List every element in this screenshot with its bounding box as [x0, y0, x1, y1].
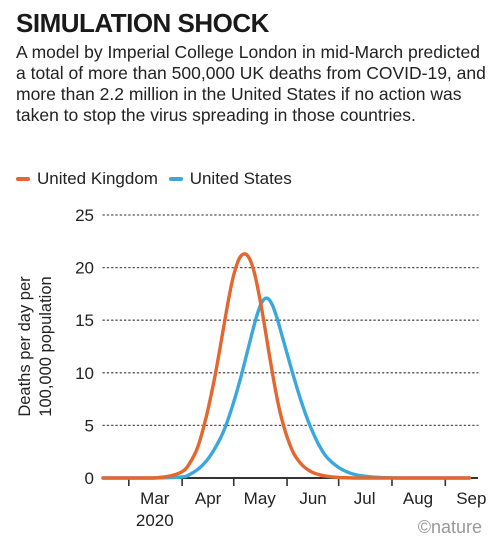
y-tick-label: 10 [75, 364, 94, 383]
legend-item-us: United States [168, 169, 292, 189]
y-tick-label: 15 [75, 311, 94, 330]
y-axis-label: 100,000 population [37, 276, 55, 416]
chart-title: SIMULATION SHOCK [16, 8, 269, 38]
y-tick-label: 0 [85, 469, 94, 488]
nature-credit: ©nature [417, 517, 482, 537]
legend-label-us: United States [189, 169, 292, 188]
x-tick-label: Jul [354, 489, 376, 508]
y-tick-label: 20 [75, 259, 94, 278]
y-tick-label: 5 [85, 416, 94, 435]
legend-swatch-us [168, 177, 183, 181]
legend-item-uk: United Kingdom [16, 169, 158, 189]
x-tick-label: Apr [195, 489, 222, 508]
x-tick-label: May [244, 489, 277, 508]
y-tick-label: 25 [75, 206, 94, 225]
x-tick-label: Aug [403, 489, 433, 508]
x-year-label: 2020 [136, 511, 174, 530]
legend-swatch-uk [16, 177, 30, 181]
x-tick-label: Mar [140, 489, 170, 508]
x-tick-label: Sep [456, 489, 486, 508]
x-tick-label: Jun [299, 489, 326, 508]
series-line-united-states [101, 296, 472, 480]
legend: United Kingdom United States [16, 166, 298, 189]
y-axis-label: Deaths per day per [16, 276, 34, 417]
legend-label-uk: United Kingdom [37, 169, 158, 188]
series-line-united-kingdom [101, 252, 472, 480]
chart-description: A model by Imperial College London in mi… [16, 42, 486, 125]
